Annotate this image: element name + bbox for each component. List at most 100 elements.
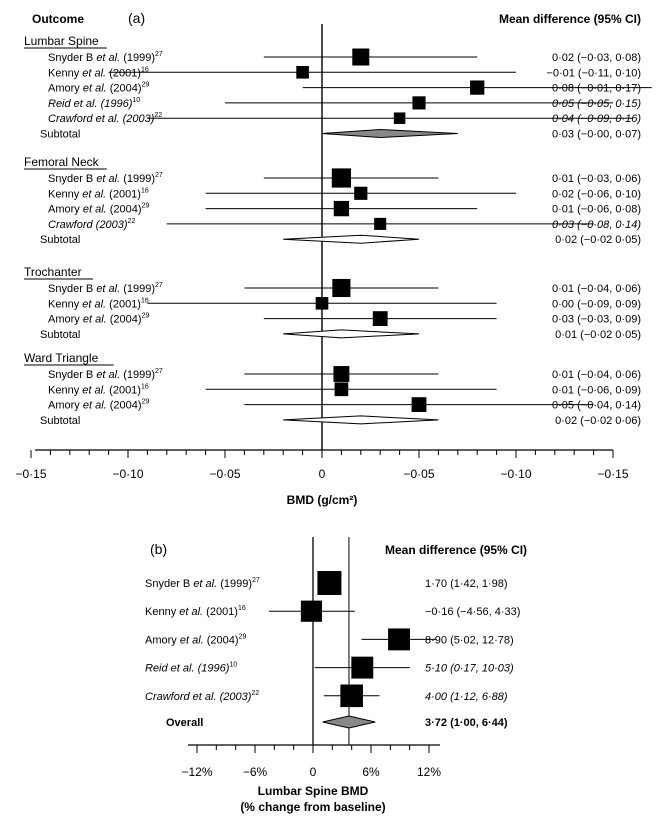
panel-a-x-tick-label: −0·15 [15,467,46,481]
panel-a-point-estimate [352,48,370,66]
panel-b-point-estimate [317,571,342,595]
panel-a-subtotal-label: Subtotal [40,129,80,141]
panel-b-ci-text: 5·10 (0·17, 10·03) [425,663,514,675]
panel-a-point-estimate [374,217,387,230]
panel-a-subtotal-label: Subtotal [40,415,80,427]
panel-b-x-tick-label: 6% [362,765,380,779]
panel-a-group-heading: Trochanter [24,265,82,279]
panel-b-x-tick-label: −12% [181,765,212,779]
panel-a-study-label: Kenny et al. (2001)16 [48,383,149,396]
panel-a-study-label: Crawford (2003)22 [48,218,135,231]
panel-a-subtotal-label: Subtotal [40,234,80,246]
panel-a-ci-text: 0·03 (−0·03, 0·09) [552,314,641,326]
panel-a-ci-text: 0·01 (−0·04, 0·06) [552,283,641,295]
panel-a-ci-text: 0·05 (−0·05, 0·15) [552,98,641,110]
panel-b-x-tick-label: 0 [310,765,317,779]
panel-b-x-axis-title: Lumbar Spine BMD [258,784,369,798]
panel-b-study-label: Crawford et al. (2003)22 [145,690,259,703]
panel-a-subtotal-ci-text: 0·02 (−0·02 0·05) [555,234,641,246]
panel-a-study-label: Snyder B et al. (1999)27 [48,368,163,381]
panel-a-point-estimate [393,112,406,124]
panel-a-study-label: Amory et al. (2004)29 [48,82,149,95]
panel-a-ci-text: 0·05 (−0·04, 0·14) [552,400,641,412]
panel-a-x-tick-label: 0 [319,467,326,481]
panel-a-ci-text: 0·02 (−0·06, 0·10) [552,188,641,200]
panel-b-ci-text: 1·70 (1·42, 1·98) [425,578,508,590]
panel-a-ci-text: 0·01 (−0·06, 0·09) [552,384,641,396]
panel-a-study-label: Amory et al. (2004)29 [48,203,149,216]
panel-a-ci-text: 0·00 (−0·09, 0·09) [552,298,641,310]
panel-a-group-heading: Femoral Neck [24,155,100,169]
panel-a-study-label: Kenny et al. (2001)16 [48,297,149,310]
panel-a-point-estimate [372,311,388,326]
panel-a-x-tick-label: −0·10 [500,467,531,481]
panel-b-point-estimate [300,600,323,622]
panel-a-study-label: Amory et al. (2004)29 [48,399,149,412]
panel-a-point-estimate [334,382,349,397]
panel-b-point-estimate [388,628,410,651]
panel-a-point-estimate [296,66,309,79]
panel-a-study-label: Kenny et al. (2001)16 [48,187,149,200]
panel-a-study-label: Snyder B et al. (1999)27 [48,282,163,295]
panel-a-study-label: Snyder B et al. (1999)27 [48,51,163,64]
panel-a-ci-text: 0·01 (−0·06, 0·08) [552,204,641,216]
panel-b-study-label: Reid et al. (1996)10 [145,662,237,675]
panel-a-point-estimate [331,168,351,188]
panel-a-point-estimate [354,186,368,200]
panel-a-point-estimate [333,366,350,382]
panel-a-ci-text: 0·03 (−0·08, 0·14) [552,219,641,231]
panel-a-study-label: Amory et al. (2004)29 [48,313,149,326]
panel-b-overall-label: Overall [166,717,203,729]
panel-a-x-tick-label: −0·15 [597,467,628,481]
panel-a-ci-text: 0·02 (−0·03, 0·08) [552,52,641,64]
panel-b-study-label: Amory et al. (2004)29 [145,633,246,646]
panel-a-study-label: Reid et al. (1996)10 [48,97,140,110]
panel-a-ci-text: 0·04 (−0·09, 0·16) [552,113,641,125]
panel-a-x-tick-label: −0·05 [403,467,434,481]
panel-a-subtotal-diamond [283,329,420,339]
panel-a-outcome-header: Outcome [32,12,84,26]
panel-a-ci-text: 0·08 (−0·01, 0·17) [552,83,641,95]
panel-a-study-label: Crawford et al. (2003)22 [48,112,162,125]
panel-b-study-label: Snyder B et al. (1999)27 [145,577,260,590]
panel-a-x-axis-title: BMD (g/cm²) [287,493,358,507]
panel-a-label: (a) [128,10,145,26]
panel-a-ci-text: 0·01 (−0·04, 0·06) [552,369,641,381]
panel-b-label: (b) [150,541,167,557]
panel-b-ci-header: Mean difference (95% CI) [385,543,527,557]
panel-a-x-tick-label: −0·10 [112,467,143,481]
panel-a-subtotal-diamond [283,415,439,425]
panel-b-ci-text: −0·16 (−4·56, 4·33) [425,606,520,618]
panel-b-point-estimate [351,656,374,679]
panel-a-study-label: Snyder B et al. (1999)27 [48,172,163,185]
panel-a-subtotal-ci-text: 0·02 (−0·02 0·06) [555,415,641,427]
panel-b-x-tick-label: 12% [417,765,441,779]
panel-b-ci-text: 4·00 (1·12, 6·88) [425,691,508,703]
panel-a-point-estimate [411,397,427,412]
panel-a-subtotal-ci-text: 0·01 (−0·02 0·05) [555,329,641,341]
panel-a-point-estimate [315,297,329,310]
panel-a-x-tick-label: −0·05 [209,467,240,481]
panel-b-overall-diamond [322,715,376,729]
panel-a-point-estimate [333,200,350,217]
panel-b-x-axis-subtitle: (% change from baseline) [240,800,385,814]
panel-b-point-estimate [340,684,363,708]
panel-a-point-estimate [332,278,351,298]
panel-a-subtotal-ci-text: 0·03 (−0·00, 0·07) [552,129,641,141]
panel-a-point-estimate [470,80,485,95]
panel-a-group-heading: Lumbar Spine [24,34,99,48]
panel-a-ci-text: 0·01 (−0·03, 0·06) [552,173,641,185]
panel-b-ci-text: 8·90 (5·02, 12·78) [425,634,514,646]
panel-a-ci-text: −0·01 (−0·11, 0·10) [546,67,641,79]
panel-a-ci-header: Mean difference (95% CI) [499,12,641,26]
panel-b-x-tick-label: −6% [243,765,268,779]
panel-b-study-label: Kenny et al. (2001)16 [145,605,246,618]
panel-a-point-estimate [412,96,426,110]
panel-a-study-label: Kenny et al. (2001)16 [48,66,149,79]
panel-a-subtotal-diamond [283,234,420,244]
panel-a-subtotal-label: Subtotal [40,329,80,341]
panel-b-overall-ci-text: 3·72 (1·00, 6·44) [425,717,508,729]
panel-a-subtotal-diamond [321,128,458,139]
panel-a-group-heading: Ward Triangle [24,351,99,365]
